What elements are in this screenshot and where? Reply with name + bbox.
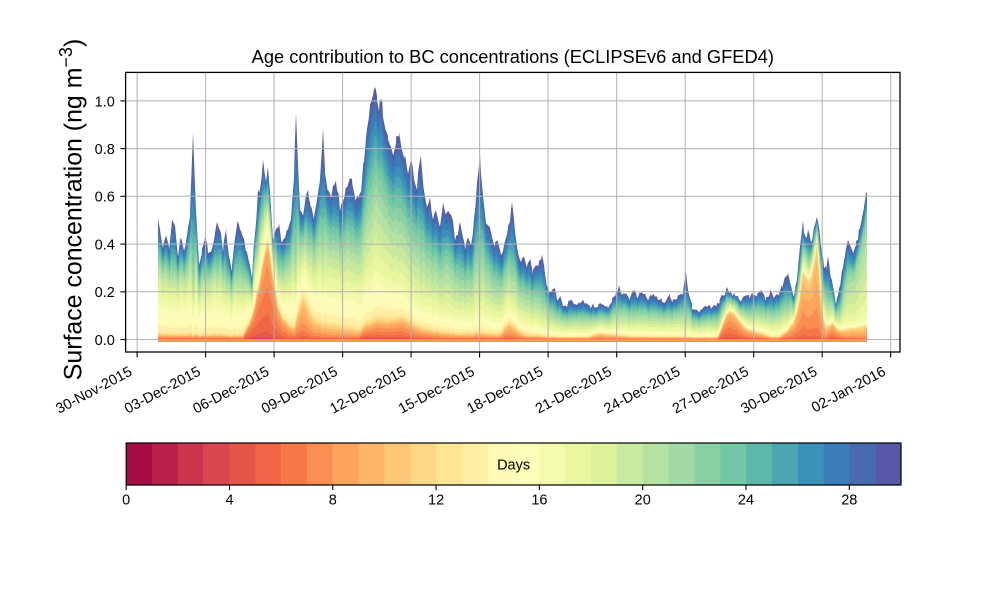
svg-text:1.0: 1.0 xyxy=(95,94,115,110)
svg-text:20: 20 xyxy=(635,493,651,509)
svg-text:0.8: 0.8 xyxy=(95,142,115,158)
svg-text:8: 8 xyxy=(329,493,337,509)
svg-text:0.4: 0.4 xyxy=(95,238,115,254)
svg-text:0.0: 0.0 xyxy=(95,333,115,349)
svg-text:4: 4 xyxy=(225,493,233,509)
svg-text:0: 0 xyxy=(122,493,130,509)
svg-text:24: 24 xyxy=(738,493,754,509)
svg-text:0.2: 0.2 xyxy=(95,285,115,301)
svg-text:Days: Days xyxy=(497,458,530,474)
svg-text:Surface concentration (ng m−3): Surface concentration (ng m−3) xyxy=(56,39,88,381)
svg-text:Age contribution to BC concent: Age contribution to BC concentrations (E… xyxy=(252,46,774,67)
svg-text:0.6: 0.6 xyxy=(95,190,115,206)
svg-text:16: 16 xyxy=(531,493,547,509)
svg-text:12: 12 xyxy=(428,493,444,509)
svg-text:28: 28 xyxy=(841,493,857,509)
